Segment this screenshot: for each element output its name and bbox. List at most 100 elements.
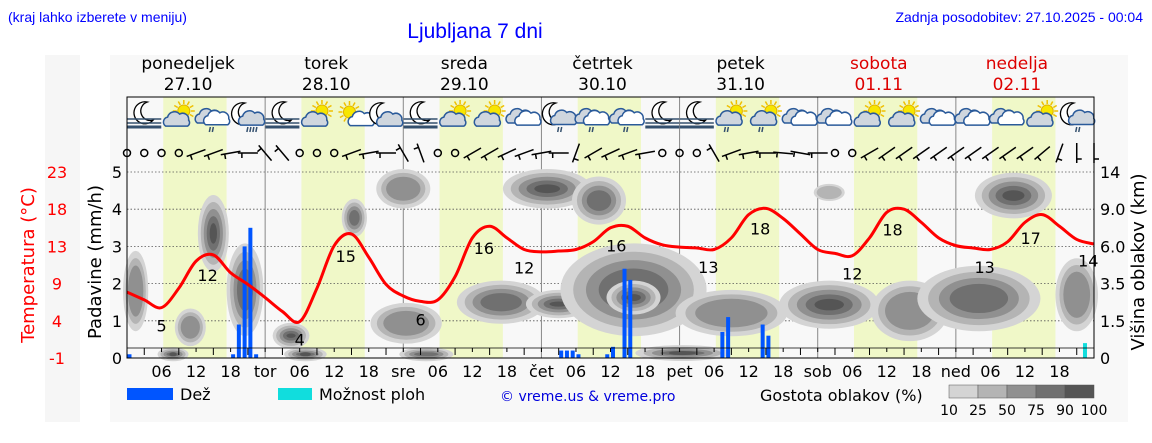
precip-tick-label: 1 <box>112 312 122 331</box>
wind-barb-icon <box>706 143 720 163</box>
sun-ray <box>1052 104 1058 109</box>
fog-night-icon <box>645 101 680 129</box>
wind-barb-shaft <box>618 148 638 158</box>
rain-bar <box>564 350 569 358</box>
cloud-patch <box>386 176 421 201</box>
wind-barb-shaft <box>708 143 720 163</box>
fog-night-icon <box>265 101 300 129</box>
cloud-icon <box>162 111 191 127</box>
rain-drop-icon <box>559 126 563 133</box>
wind-barb-icon <box>341 148 362 161</box>
wind-barb-icon <box>237 152 258 158</box>
x-tick-label: pet <box>666 362 692 381</box>
page-title: Ljubljana 7 dni <box>407 20 542 43</box>
x-tick-label: tor <box>254 362 277 381</box>
sun-ray <box>761 104 766 109</box>
wind-calm-icon <box>295 148 304 158</box>
wind-calm-icon <box>312 148 322 158</box>
temperature-series: 5 12 4 15 6 16 12 16 13 18 12 18 13 17 14 <box>126 206 1098 350</box>
cloud-height-tick-label: 14 <box>1100 163 1120 182</box>
wind-barb-icon <box>497 148 517 161</box>
sun-ray <box>450 104 455 109</box>
cloud-icon <box>375 111 404 127</box>
density-tick-label: 75 <box>1027 403 1045 419</box>
sun-ray <box>465 104 470 109</box>
x-tick-label: 12 <box>462 362 482 381</box>
day-date: 01.11 <box>854 75 903 95</box>
sun-ray <box>488 101 492 106</box>
wind-calm-icon <box>157 148 166 158</box>
wind-barb-flag <box>915 156 920 161</box>
temperature-label: 13 <box>974 258 994 277</box>
sun-ray <box>739 101 743 106</box>
partly-cloudy-icon <box>300 100 333 127</box>
day-date: 29.10 <box>440 75 489 95</box>
partly-cloudy-icon <box>1026 100 1059 127</box>
sun-ray <box>186 101 190 106</box>
density-swatch <box>977 384 1008 399</box>
cloud-patch <box>127 265 144 317</box>
wind-barb-shaft <box>584 147 603 159</box>
wind-barb-flag <box>967 156 972 161</box>
cloud-height-tick-label: 1.5 <box>1100 312 1125 331</box>
temperature-label: 13 <box>698 258 718 277</box>
overcast-icon <box>505 107 542 126</box>
rain-bar <box>559 350 564 358</box>
wind-barb-icon <box>1034 145 1051 162</box>
x-tick-label: 06 <box>704 362 724 381</box>
axes: 06 12 18 tor 06 12 18 sre 06 12 18 čet 06 12 18 pet 06 12… <box>47 96 1125 381</box>
sun-ray <box>177 101 181 106</box>
rain-drop-icon <box>208 126 212 133</box>
cloud-patch <box>1063 271 1091 318</box>
overcast-icon <box>816 107 853 126</box>
sun-ray <box>352 102 356 107</box>
day-date: 02.11 <box>993 75 1042 95</box>
last-update: Zadnja posodobitev: 27.10.2025 - 00:04 <box>895 9 1143 25</box>
temperature-label: 16 <box>474 239 494 258</box>
wind-barb-icon <box>790 150 811 158</box>
legend-rain-swatch <box>127 388 173 400</box>
x-tick-label: 18 <box>911 362 931 381</box>
wind-barb-flag <box>517 154 521 161</box>
wind-barb-icon <box>571 143 581 163</box>
sun-ray <box>465 113 470 118</box>
legend-rain-label: Dež <box>180 385 211 404</box>
wind-barb-icon <box>738 150 759 160</box>
x-tick-label: 18 <box>220 362 240 381</box>
x-tick-label: 12 <box>600 362 620 381</box>
wind-calm-icon <box>848 148 857 158</box>
rain-bar <box>231 354 236 358</box>
rain-bar <box>236 324 241 358</box>
copyright-link[interactable]: © vreme.us & vreme.pro <box>500 389 675 405</box>
cloud-icon <box>514 110 542 126</box>
wind-barb-flag <box>500 155 505 161</box>
x-tick-label: 12 <box>738 362 758 381</box>
wind-calm-icon <box>692 148 702 158</box>
x-tick-label: 06 <box>842 362 862 381</box>
wind-calm-icon <box>174 148 184 158</box>
cloud-height-tick-label: 3.5 <box>1100 275 1125 294</box>
density-legend-title: Gostota oblakov (%) <box>760 386 923 405</box>
rain-drop-icon <box>252 126 255 133</box>
sun-ray <box>899 104 904 109</box>
sun-ray <box>880 113 885 118</box>
location-hint-link[interactable]: (kraj lahko izberete v meniju) <box>8 9 187 25</box>
sun-ray <box>1050 101 1054 106</box>
sun-ray <box>726 104 731 109</box>
wind-barb-icon <box>947 146 965 161</box>
cloud-patch <box>534 184 561 194</box>
temperature-label: 12 <box>197 266 217 285</box>
precip-tick-label: 0 <box>112 349 122 368</box>
sun-ray <box>173 104 179 109</box>
wind-barb-icon <box>531 150 552 160</box>
wind-barb-flag <box>933 156 938 161</box>
sun-ray <box>189 113 194 118</box>
wind-barb-flag <box>206 154 211 161</box>
x-tick-label: 18 <box>773 362 793 381</box>
sun-ray <box>914 113 919 118</box>
wind-barb-flag <box>792 151 796 158</box>
temperature-label: 18 <box>882 220 902 239</box>
rain-drop-icon <box>726 126 730 133</box>
temperature-label: 14 <box>1078 252 1098 271</box>
partly-cloudy-icon <box>888 100 921 127</box>
